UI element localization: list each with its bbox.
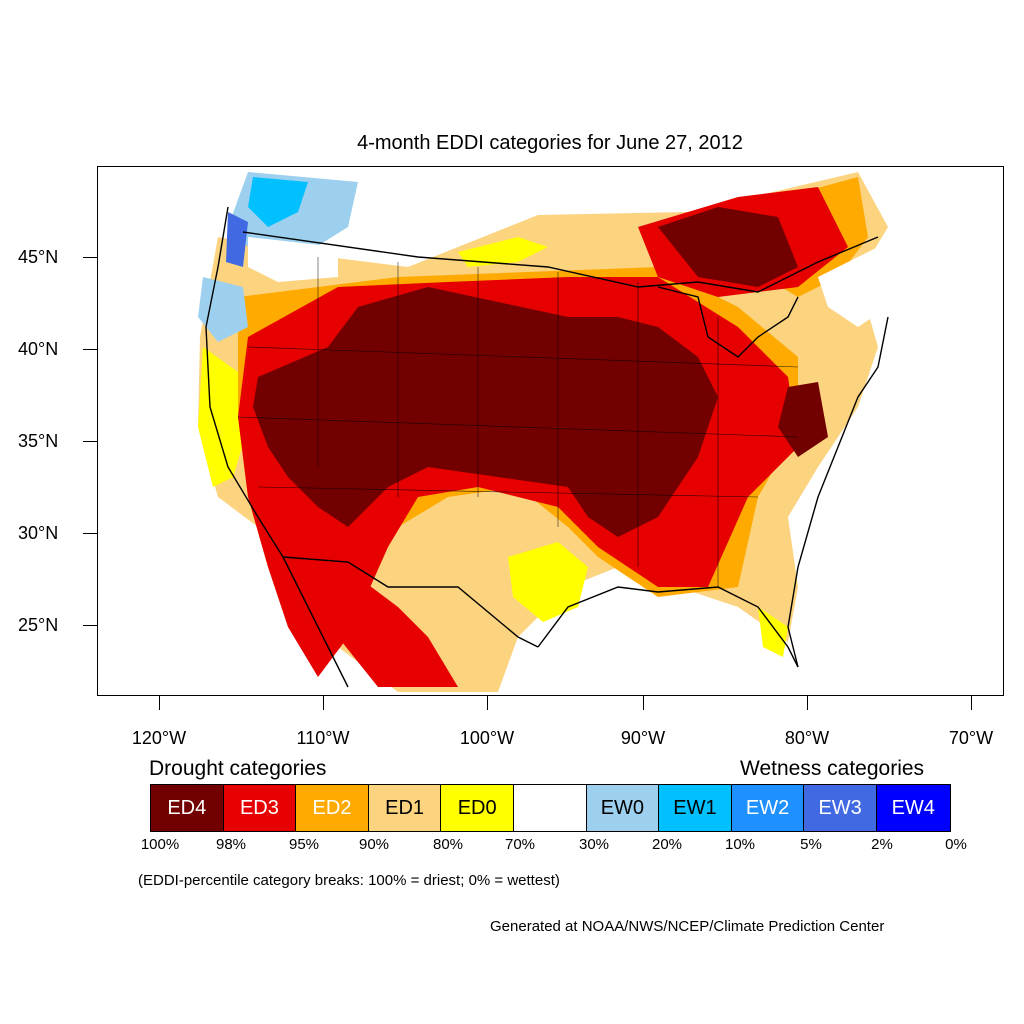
region-ew3-coast [226,212,248,267]
gulf-coast [537,586,799,668]
lon-tick [323,696,324,710]
lon-label-70: 70°W [948,728,994,748]
lat-tick [83,349,97,350]
region-normal-northeast [818,247,888,327]
state-lines [237,257,799,587]
legend-break-label: 98% [215,836,247,853]
region-ew1-northwest [248,177,308,227]
region-normal-northwest [248,237,338,282]
region-ed0-texas [508,542,588,622]
legend-label: ED0 [457,796,497,819]
legend-break-label: 30% [578,836,610,853]
region-ed3-mexico [308,567,458,687]
legend-swatch-ed3: ED3 [223,785,297,831]
lon-label-80: 80°W [784,728,830,748]
east-coast [787,316,889,668]
legend-color-bar: ED4 ED3 ED2 ED1 ED0 EW0 EW1 EW2 EW3 EW4 [150,784,951,832]
west-coast [205,206,284,558]
legend-swatch-ew1: EW1 [659,785,732,831]
credit-line: Generated at NOAA/NWS/NCEP/Climate Predi… [490,918,885,935]
legend-break-label: 90% [358,836,390,853]
region-ed0-west [198,347,248,487]
lon-tick [971,696,972,710]
lat-label-25: 25°N [18,615,59,635]
region-ed4-main [253,287,718,537]
category-fill-regions [198,172,888,692]
lon-tick [807,696,808,710]
legend-swatch-ed2: ED2 [296,785,369,831]
lon-label-90: 90°W [620,728,666,748]
legend-label: ED1 [385,796,425,819]
wetness-categories-heading: Wetness categories [740,757,925,780]
lat-label-35: 35°N [18,431,59,451]
category-breaks-note: (EDDI-percentile category breaks: 100% =… [138,872,560,889]
lat-label-30: 30°N [18,523,59,543]
lat-tick [83,441,97,442]
great-lakes-outline [657,286,799,358]
us-mexico-border [282,556,539,648]
legend-break-label: 80% [432,836,464,853]
lat-label-45: 45°N [18,247,59,267]
drought-categories-heading: Drought categories [149,757,327,780]
legend-label: EW0 [600,796,645,819]
eddi-map [198,172,889,692]
legend-swatch-ew4: EW4 [876,785,950,831]
lat-tick [83,625,97,626]
legend-break-label: 10% [724,836,756,853]
legend-break-label: 0% [945,836,967,853]
legend-label: EW3 [818,796,862,819]
legend-swatch-ed4: ED4 [151,785,224,831]
legend-label: ED3 [239,796,279,819]
lon-label-100: 100°W [459,728,515,748]
legend-swatch-ed1: ED1 [368,785,442,831]
lat-tick [83,257,97,258]
legend-break-label: 95% [288,836,320,853]
baja-peninsula [282,556,349,688]
region-ed4-midatlantic [778,382,828,457]
region-ed0-north [458,237,548,267]
region-ed0-florida [758,607,788,657]
us-canada-border [242,231,879,293]
legend-break-label: 20% [651,836,683,853]
legend-break-label: 100% [140,836,180,853]
legend-break-label: 5% [800,836,822,853]
map-frame [97,166,1004,696]
legend-swatch-ed0: ED0 [441,785,514,831]
lon-label-120: 120°W [131,728,187,748]
legend-break-label: 2% [871,836,893,853]
boundary-lines [205,206,889,688]
lon-tick [159,696,160,710]
legend-swatch-ew3: EW3 [804,785,877,831]
region-ed4-greatlakes [658,207,798,287]
lon-tick [487,696,488,710]
legend-label: EW2 [745,796,790,819]
legend-label: EW4 [891,796,935,819]
legend-swatch-ew0: EW0 [586,785,660,831]
legend-label: EW1 [673,796,717,819]
region-ew0-pacnw [198,277,248,342]
legend-label: ED4 [167,796,207,819]
legend-break-label: 70% [504,836,536,853]
lon-tick [643,696,644,710]
lat-tick [83,533,97,534]
lon-label-110: 110°W [296,728,350,748]
legend-swatch-normal [513,785,587,831]
map-title: 4-month EDDI categories for June 27, 201… [357,132,743,154]
lat-label-40: 40°N [18,339,59,359]
legend-label: ED2 [312,796,352,819]
legend-swatch-ew2: EW2 [731,785,805,831]
